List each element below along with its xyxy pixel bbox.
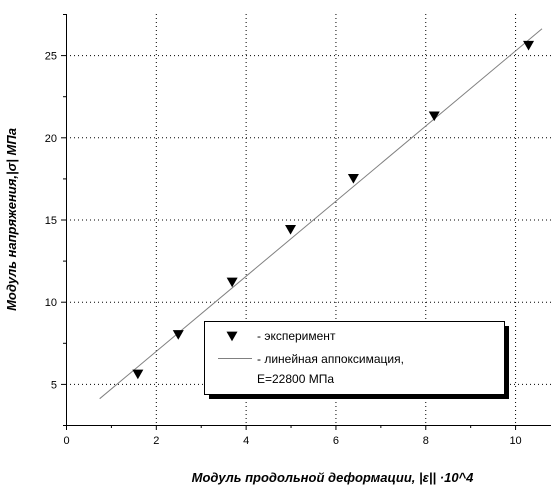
x-tick-label: 6 — [333, 435, 339, 447]
y-tick-label: 10 — [45, 297, 57, 309]
legend-label-fit-modulus: Е=22800 МПа — [257, 372, 334, 386]
x-tick-label: 0 — [63, 435, 69, 447]
y-tick-label: 5 — [51, 379, 57, 391]
legend-triangle-marker — [226, 331, 238, 342]
x-axis-title: Модуль продольной деформации, |ε|| ·10^4 — [192, 470, 475, 485]
y-tick-label: 20 — [45, 133, 57, 145]
data-point — [132, 369, 144, 380]
data-point — [172, 330, 184, 340]
ticks: 0 2 4 6 8 10 5 10 15 20 25 — [45, 14, 522, 447]
data-point — [226, 277, 238, 288]
y-axis-title: Модуль напряжения,|σ| МПа — [4, 128, 19, 311]
legend: - эксперимент - линейная аппоксимация, Е… — [204, 321, 509, 399]
y-tick-label: 15 — [45, 215, 57, 227]
data-point — [523, 40, 535, 51]
legend-label-experiment: - эксперимент — [257, 329, 336, 343]
x-tick-label: 8 — [423, 435, 429, 447]
x-tick-label: 2 — [153, 435, 159, 447]
x-tick-label: 10 — [509, 435, 521, 447]
fit-line-series — [99, 28, 543, 400]
legend-box — [204, 321, 505, 395]
y-tick-label: 25 — [45, 51, 57, 63]
fit-line — [99, 28, 543, 400]
data-point — [428, 111, 440, 122]
x-tick-label: 4 — [243, 435, 249, 447]
data-point — [285, 224, 297, 235]
experiment-series — [132, 40, 535, 380]
legend-label-fit: - линейная аппоксимация, — [257, 352, 404, 366]
data-point — [347, 174, 359, 184]
